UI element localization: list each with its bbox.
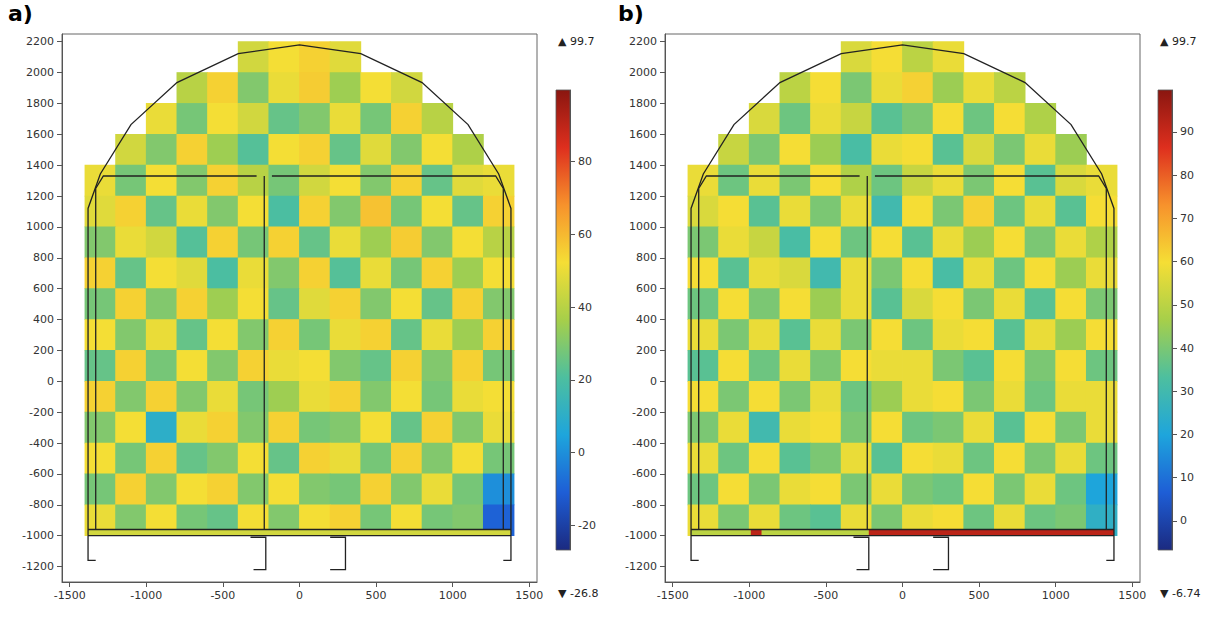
svg-text:1400: 1400 (629, 159, 657, 172)
svg-text:1600: 1600 (26, 128, 54, 141)
svg-text:60: 60 (1180, 255, 1194, 268)
svg-text:-500: -500 (210, 589, 235, 602)
svg-text:2000: 2000 (26, 66, 54, 79)
svg-text:-20: -20 (578, 519, 596, 532)
svg-text:1800: 1800 (629, 97, 657, 110)
svg-text:1000: 1000 (439, 589, 467, 602)
svg-text:20: 20 (578, 373, 592, 386)
svg-text:60: 60 (578, 228, 592, 241)
svg-text:-500: -500 (813, 589, 838, 602)
svg-text:-800: -800 (29, 498, 54, 511)
svg-text:▲ 99.7: ▲ 99.7 (1160, 35, 1196, 48)
svg-text:1500: 1500 (515, 589, 543, 602)
svg-text:500: 500 (366, 589, 387, 602)
svg-text:400: 400 (33, 313, 54, 326)
svg-text:1200: 1200 (629, 190, 657, 203)
svg-text:40: 40 (1180, 342, 1194, 355)
svg-text:-1000: -1000 (22, 529, 54, 542)
svg-text:1800: 1800 (26, 97, 54, 110)
svg-text:▼ -6.74: ▼ -6.74 (1160, 587, 1200, 600)
svg-text:-800: -800 (632, 498, 657, 511)
svg-text:40: 40 (578, 301, 592, 314)
svg-text:0: 0 (1180, 514, 1187, 527)
svg-text:800: 800 (636, 251, 657, 264)
svg-text:400: 400 (636, 313, 657, 326)
svg-text:80: 80 (1180, 169, 1194, 182)
svg-text:▼ -26.8: ▼ -26.8 (558, 587, 598, 600)
svg-text:1500: 1500 (1118, 589, 1146, 602)
svg-text:1600: 1600 (629, 128, 657, 141)
svg-text:600: 600 (33, 282, 54, 295)
svg-text:-1000: -1000 (625, 529, 657, 542)
svg-text:-1000: -1000 (130, 589, 162, 602)
svg-text:-600: -600 (632, 467, 657, 480)
svg-text:50: 50 (1180, 298, 1194, 311)
svg-text:-600: -600 (29, 467, 54, 480)
svg-text:1000: 1000 (1042, 589, 1070, 602)
svg-text:200: 200 (33, 344, 54, 357)
svg-text:200: 200 (636, 344, 657, 357)
svg-text:-200: -200 (632, 406, 657, 419)
svg-text:0: 0 (899, 589, 906, 602)
svg-text:1400: 1400 (26, 159, 54, 172)
svg-text:a): a) (8, 1, 33, 26)
svg-text:-200: -200 (29, 406, 54, 419)
svg-text:-400: -400 (632, 437, 657, 450)
svg-text:-1200: -1200 (22, 560, 54, 573)
svg-text:80: 80 (578, 155, 592, 168)
svg-text:b): b) (618, 1, 644, 26)
svg-text:-1200: -1200 (625, 560, 657, 573)
svg-text:90: 90 (1180, 125, 1194, 138)
svg-text:0: 0 (47, 375, 54, 388)
svg-text:0: 0 (578, 446, 585, 459)
svg-text:2000: 2000 (629, 66, 657, 79)
svg-text:▲ 99.7: ▲ 99.7 (558, 35, 594, 48)
svg-text:800: 800 (33, 251, 54, 264)
svg-text:1000: 1000 (26, 220, 54, 233)
svg-text:-1500: -1500 (657, 589, 689, 602)
svg-text:0: 0 (650, 375, 657, 388)
svg-text:2200: 2200 (26, 35, 54, 48)
svg-text:10: 10 (1180, 471, 1194, 484)
svg-text:20: 20 (1180, 428, 1194, 441)
svg-text:-400: -400 (29, 437, 54, 450)
svg-text:2200: 2200 (629, 35, 657, 48)
svg-text:600: 600 (636, 282, 657, 295)
svg-text:500: 500 (969, 589, 990, 602)
svg-text:70: 70 (1180, 212, 1194, 225)
svg-text:1000: 1000 (629, 220, 657, 233)
svg-text:-1500: -1500 (54, 589, 86, 602)
svg-text:1200: 1200 (26, 190, 54, 203)
svg-text:-1000: -1000 (733, 589, 765, 602)
svg-text:30: 30 (1180, 385, 1194, 398)
svg-text:0: 0 (296, 589, 303, 602)
